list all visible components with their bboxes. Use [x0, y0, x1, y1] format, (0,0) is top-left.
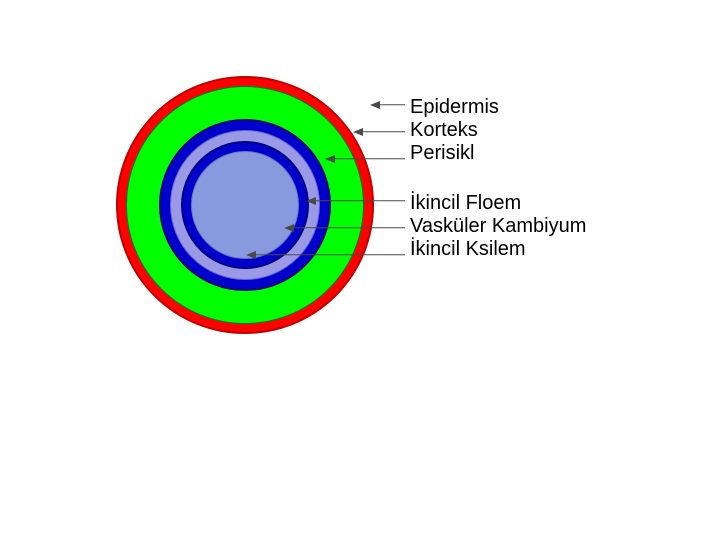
arrow-ikincil-ksilem [248, 254, 405, 255]
arrow-ikincil-floem [308, 200, 405, 201]
ring-ikincil-ksilem [191, 151, 299, 259]
label-perisikl: Perisikl [410, 142, 499, 165]
label-vaskuler-kambiyum: Vasküler Kambiyum [410, 215, 586, 238]
arrow-perisikl [327, 158, 405, 159]
label-group-outer: Epidermis Korteks Perisikl [410, 96, 499, 165]
label-korteks: Korteks [410, 119, 499, 142]
ring-diagram [115, 75, 375, 335]
arrow-vaskuler-kambiyum [286, 227, 405, 228]
arrow-korteks [355, 131, 405, 132]
label-ikincil-floem: İkincil Floem [410, 192, 586, 215]
arrow-epidermis [372, 104, 405, 105]
label-epidermis: Epidermis [410, 96, 499, 119]
label-group-inner: İkincil Floem Vasküler Kambiyum İkincil … [410, 192, 586, 261]
label-ikincil-ksilem: İkincil Ksilem [410, 238, 586, 261]
